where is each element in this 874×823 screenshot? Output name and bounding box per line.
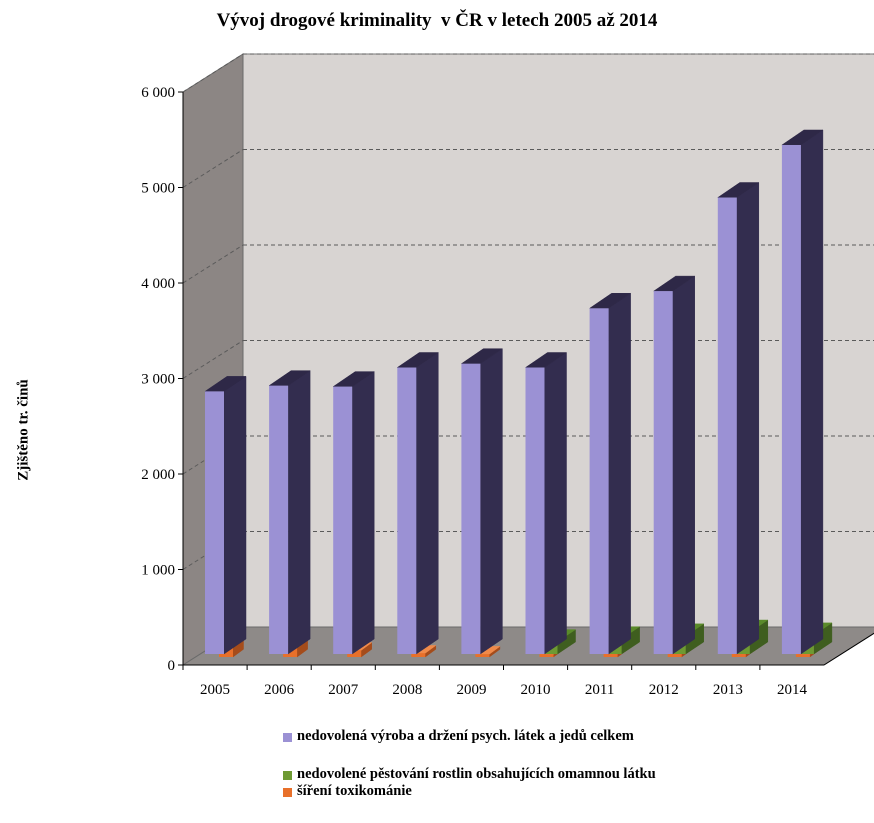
bar-production-2009-side (480, 348, 503, 655)
bar-production-2013-side (736, 182, 760, 655)
legend-item-production: nedovolená výroba a držení psych. látek … (283, 728, 753, 745)
bar-production-2014-side (800, 129, 824, 655)
x-tick-label: 2011 (585, 682, 614, 698)
legend-label-production: nedovolená výroba a držení psych. látek … (297, 728, 634, 744)
y-tick-label: 3 000 (141, 372, 175, 388)
bar-production-2012 (652, 275, 696, 655)
bar-production-2010-front (525, 367, 545, 654)
bar-spreading-2010-front (539, 654, 554, 657)
bar-production-2012-side (672, 275, 695, 655)
x-tick-label: 2013 (713, 682, 743, 698)
x-tick-label: 2010 (521, 682, 551, 698)
legend: nedovolená výroba a držení psych. látek … (283, 728, 753, 800)
bar-production-2011-front (589, 308, 609, 654)
bar-production-2008-front (397, 367, 417, 654)
bar-production-2012-front (653, 291, 673, 654)
gridline-side (182, 244, 244, 284)
x-tick-label: 2007 (328, 682, 359, 698)
legend-label-spreading: šíření toxikománie (297, 783, 412, 799)
x-tick-label: 2009 (456, 682, 486, 698)
tick-labels: 0 1 000 2 000 3 000 4 000 5 000 6 000 2005 2006 2… (141, 85, 807, 698)
gridline-side (182, 53, 244, 93)
y-tick-label: 2 000 (141, 467, 175, 483)
bar-production-2014 (781, 129, 824, 655)
bar-spreading-2011-front (603, 653, 618, 657)
bar-production-2010 (524, 352, 568, 655)
bar-production-2013 (716, 182, 760, 655)
bar-production-2010-side (544, 352, 567, 655)
legend-item-cultivation: nedovolené pěstování rostlin obsahujícíc… (283, 766, 753, 783)
bar-spreading-2009-front (475, 654, 490, 657)
x-axis-depth-line (823, 632, 874, 666)
bar-production-2011-side (608, 292, 631, 655)
bar-production-2006-front (269, 385, 289, 654)
bar-production-2008 (396, 352, 440, 655)
bar-production-2005-side (223, 375, 247, 655)
legend-swatch-spreading (283, 788, 292, 797)
y-tick-label: 1 000 (141, 563, 175, 579)
y-tick-label: 5 000 (141, 181, 175, 197)
bar-spreading-2007-front (347, 650, 362, 657)
axes (178, 91, 874, 670)
legend-label-cultivation: nedovolené pěstování rostlin obsahujícíc… (297, 766, 656, 782)
gridline-side (182, 340, 244, 379)
bar-production-2014-front (781, 144, 801, 655)
bar-production-2005-front (205, 391, 224, 654)
bar-production-2013-front (717, 197, 737, 654)
bar-production-2006 (268, 370, 311, 655)
y-tick-label: 4 000 (141, 276, 175, 292)
bar-production-2007-front (333, 386, 353, 654)
legend-swatch-cultivation (283, 771, 292, 780)
bar-production-2011 (588, 292, 632, 655)
bar-production-2008-side (416, 352, 439, 655)
x-tick-label: 2005 (200, 682, 230, 698)
bar-spreading-2008-front (411, 653, 426, 657)
x-tick-label: 2012 (649, 682, 679, 698)
y-tick-label: 0 (168, 658, 176, 674)
bar-production-2007 (332, 371, 376, 655)
legend-item-spreading: šíření toxikománie (283, 783, 753, 800)
bar-production-2009-front (461, 363, 481, 654)
bar-production-2006-side (287, 370, 311, 655)
bar-production-2009 (460, 348, 504, 655)
bar-production-2007-side (351, 371, 375, 655)
chart-title: Vývoj drogové kriminality v ČR v letech … (216, 10, 658, 31)
bar-spreading-2014-front (795, 654, 810, 657)
bar-spreading-2012-front (667, 653, 682, 657)
bar-production-2005 (204, 375, 247, 655)
x-tick-label: 2008 (392, 682, 422, 698)
gridline-side (182, 149, 244, 188)
y-tick-label: 6 000 (141, 85, 175, 101)
x-tick-label: 2006 (264, 682, 295, 698)
x-tick-label: 2014 (777, 682, 808, 698)
bars (204, 129, 833, 658)
legend-swatch-production (283, 733, 292, 742)
